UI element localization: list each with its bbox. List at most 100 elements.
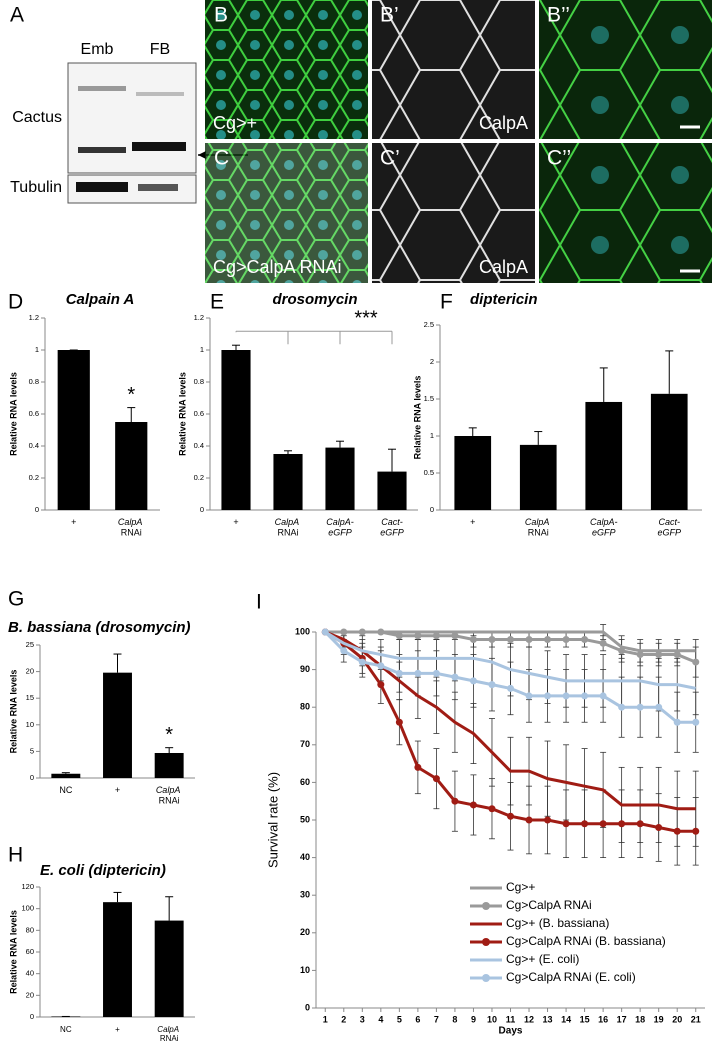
bar xyxy=(377,471,407,510)
point xyxy=(673,718,681,726)
y-tick-label: 1 xyxy=(35,345,39,354)
y-tick-label: 0.5 xyxy=(424,468,434,477)
y-tick-label: 15 xyxy=(26,693,34,702)
y-tick-label: 1 xyxy=(430,431,434,440)
y-tick-label: 0.4 xyxy=(29,441,39,450)
y-tick-label: 40 xyxy=(26,969,34,978)
x-tick-label: 5 xyxy=(397,1014,402,1024)
y-tick-label: 2.5 xyxy=(424,320,434,329)
point xyxy=(562,636,570,644)
y-tick-label: 0.6 xyxy=(29,409,39,418)
image-label: CalpA xyxy=(479,113,528,133)
y-tick-label: 1.2 xyxy=(29,313,39,322)
y-tick-label: 2 xyxy=(430,357,434,366)
image-label: Cg>CalpA RNAi xyxy=(213,257,342,277)
point xyxy=(377,628,385,636)
y-axis-label: Relative RNA levels xyxy=(8,910,18,994)
band xyxy=(136,92,184,96)
chart-title: Calpain A xyxy=(66,291,135,308)
x-tick-label: CalpA RNAi xyxy=(525,517,552,537)
x-tick-label: 7 xyxy=(434,1014,439,1024)
y-tick-label: 0.2 xyxy=(29,473,39,482)
point xyxy=(673,651,681,659)
point xyxy=(414,669,422,677)
legend-marker xyxy=(482,938,490,946)
point xyxy=(414,763,422,771)
point xyxy=(488,636,496,644)
point xyxy=(432,775,440,783)
x-tick-label: Cact-eGFP xyxy=(380,517,404,537)
point xyxy=(618,647,626,655)
point xyxy=(544,636,552,644)
x-tick-label: 17 xyxy=(617,1014,627,1024)
x-tick-label: 15 xyxy=(580,1014,590,1024)
x-tick-label: CalpA-eGFP xyxy=(590,517,618,537)
blot-cactus xyxy=(67,62,197,174)
panel-letter: B’ xyxy=(380,4,399,27)
y-tick-label: 1.2 xyxy=(194,313,204,322)
y-tick-label: 70 xyxy=(300,739,310,749)
x-tick-label: CalpA RNAi xyxy=(156,785,183,805)
x-tick-label: + xyxy=(470,517,475,527)
point xyxy=(655,824,663,832)
panel-letter: B xyxy=(214,4,228,27)
x-tick-label: 16 xyxy=(598,1014,608,1024)
point xyxy=(469,677,477,685)
bar xyxy=(103,902,132,1017)
y-tick-label: 0 xyxy=(30,773,34,782)
y-tick-label: 100 xyxy=(21,904,34,913)
y-tick-label: 0 xyxy=(430,505,434,514)
x-tick-label: CalpA RNAi xyxy=(275,517,302,537)
y-tick-label: 50 xyxy=(300,814,310,824)
point xyxy=(377,681,385,689)
x-tick-label: + xyxy=(71,517,76,527)
point xyxy=(544,692,552,700)
point xyxy=(525,636,533,644)
y-axis-label: Relative RNA levels xyxy=(177,372,187,456)
band xyxy=(76,182,128,192)
x-tick-label: 18 xyxy=(635,1014,645,1024)
point xyxy=(618,820,626,828)
image xyxy=(205,143,368,283)
bar xyxy=(115,422,148,510)
bar xyxy=(325,447,355,510)
image xyxy=(372,143,535,283)
image xyxy=(539,0,712,139)
point xyxy=(358,628,366,636)
bar xyxy=(221,350,251,510)
x-tick-label: + xyxy=(115,785,120,795)
band xyxy=(132,142,186,151)
y-tick-label: 60 xyxy=(300,777,310,787)
legend-label: Cg>CalpA RNAi xyxy=(506,898,592,912)
point xyxy=(377,662,385,670)
annotation: * xyxy=(127,384,135,406)
panel-letter: D xyxy=(8,291,23,314)
x-tick-label: 9 xyxy=(471,1014,476,1024)
point xyxy=(581,636,589,644)
y-tick-label: 0.8 xyxy=(29,377,39,386)
x-tick-label: 19 xyxy=(654,1014,664,1024)
point xyxy=(599,820,607,828)
annotation: *** xyxy=(354,307,378,329)
row-label: Tubulin xyxy=(10,179,62,196)
point xyxy=(636,703,644,711)
panel-letter: I xyxy=(256,591,262,614)
point xyxy=(340,628,348,636)
x-tick-label: 4 xyxy=(378,1014,383,1024)
point xyxy=(451,797,459,805)
bar xyxy=(51,773,81,778)
y-tick-label: 5 xyxy=(30,746,34,755)
series-line xyxy=(324,630,696,811)
y-tick-label: 25 xyxy=(26,640,34,649)
bar xyxy=(103,672,132,778)
annotation: * xyxy=(165,724,173,746)
point xyxy=(414,632,422,640)
x-tick-label: 10 xyxy=(487,1014,497,1024)
bar xyxy=(454,436,492,510)
y-axis-label: Relative RNA levels xyxy=(8,372,18,456)
panel-letter: F xyxy=(440,291,453,314)
y-tick-label: 20 xyxy=(26,990,34,999)
point xyxy=(525,692,533,700)
panel-letter: C’’ xyxy=(547,147,571,170)
